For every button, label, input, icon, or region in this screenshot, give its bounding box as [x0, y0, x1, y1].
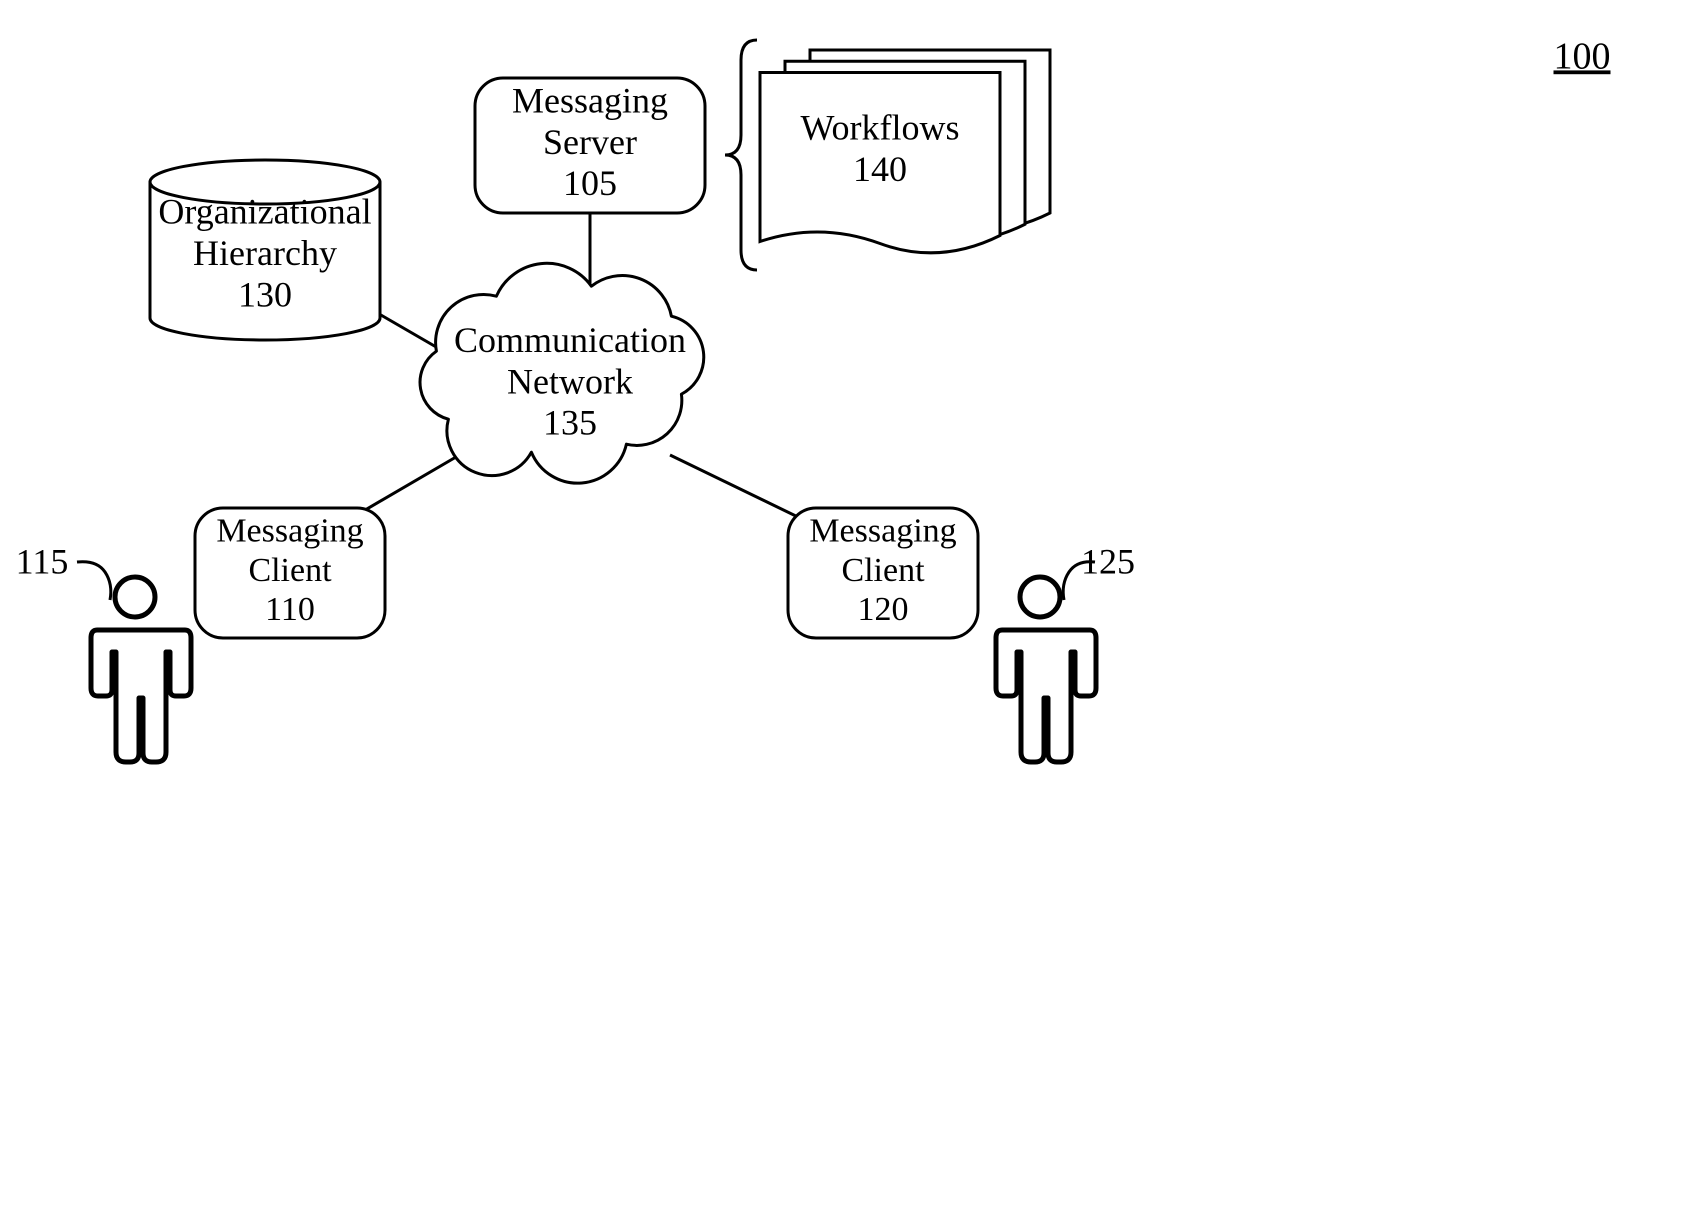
org_hierarchy: OrganizationalHierarchy130 [150, 160, 380, 340]
svg-text:Communication: Communication [454, 320, 686, 360]
svg-text:105: 105 [563, 163, 617, 203]
svg-text:135: 135 [543, 403, 597, 443]
svg-text:Messaging: Messaging [216, 513, 363, 550]
svg-text:Messaging: Messaging [809, 513, 956, 550]
svg-text:Server: Server [543, 122, 637, 162]
svg-text:Client: Client [248, 552, 332, 589]
svg-text:Hierarchy: Hierarchy [193, 233, 337, 273]
messaging_server: MessagingServer105 [475, 78, 705, 213]
workflows: Workflows140 [760, 50, 1050, 253]
svg-text:Network: Network [507, 361, 633, 401]
svg-text:110: 110 [265, 591, 315, 628]
person_1-label: 115 [16, 541, 69, 581]
svg-text:120: 120 [858, 591, 909, 628]
figure-number: 100 [1554, 35, 1611, 77]
system-diagram: MessagingServer105Workflows140Organizati… [0, 0, 1697, 1224]
svg-text:Organizational: Organizational [158, 191, 371, 231]
svg-text:Messaging: Messaging [512, 80, 668, 120]
messaging_client_1: MessagingClient110 [195, 508, 385, 638]
svg-text:140: 140 [853, 149, 907, 189]
svg-text:130: 130 [238, 274, 292, 314]
svg-text:Client: Client [841, 552, 925, 589]
svg-text:Workflows: Workflows [800, 108, 959, 148]
messaging_client_2: MessagingClient120 [788, 508, 978, 638]
person_2-label: 125 [1081, 541, 1135, 581]
